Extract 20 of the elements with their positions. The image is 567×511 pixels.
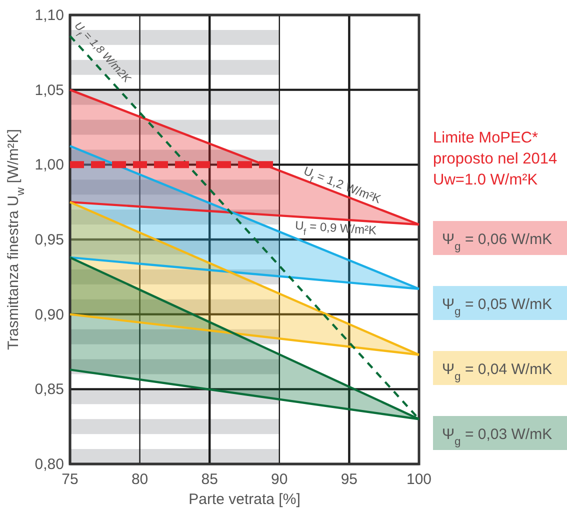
x-tick-label: 90 [271, 471, 288, 488]
x-tick-label: 80 [131, 471, 148, 488]
series-label: Ψ$_{g}$ = 0,03 W/mK [442, 426, 552, 448]
series-label: Ψ$_{g}$ = 0,06 W/mK [442, 231, 552, 253]
y-tick-label: 0,80 [34, 456, 64, 473]
y-tick-label: 1,00 [34, 156, 64, 174]
series-label: Ψ$_{g}$ = 0,05 W/mK [442, 296, 552, 318]
x-tick-label: 85 [201, 471, 218, 488]
y-tick-label: 0,85 [34, 381, 64, 398]
annotation: U$_{f}$ = 0,9 W/m²K [294, 218, 377, 238]
y-tick-label: 0,90 [34, 306, 64, 324]
y-tick-label: 1,05 [34, 82, 64, 99]
y-tick-label: 1,10 [34, 7, 64, 24]
x-tick-label: 95 [340, 471, 358, 488]
x-tick-label: 100 [406, 471, 432, 488]
y-tick-label: 0,95 [34, 232, 64, 248]
x-axis-title: Parte vetrata [%] [188, 491, 300, 508]
text: Limite MoPEC* proposto nel 2014 Uw=1.0 W/m²K [433, 130, 558, 189]
series-label: Ψ$_{g}$ = 0,04 W/mK [442, 361, 552, 383]
x-tick-label: 75 [62, 471, 78, 488]
